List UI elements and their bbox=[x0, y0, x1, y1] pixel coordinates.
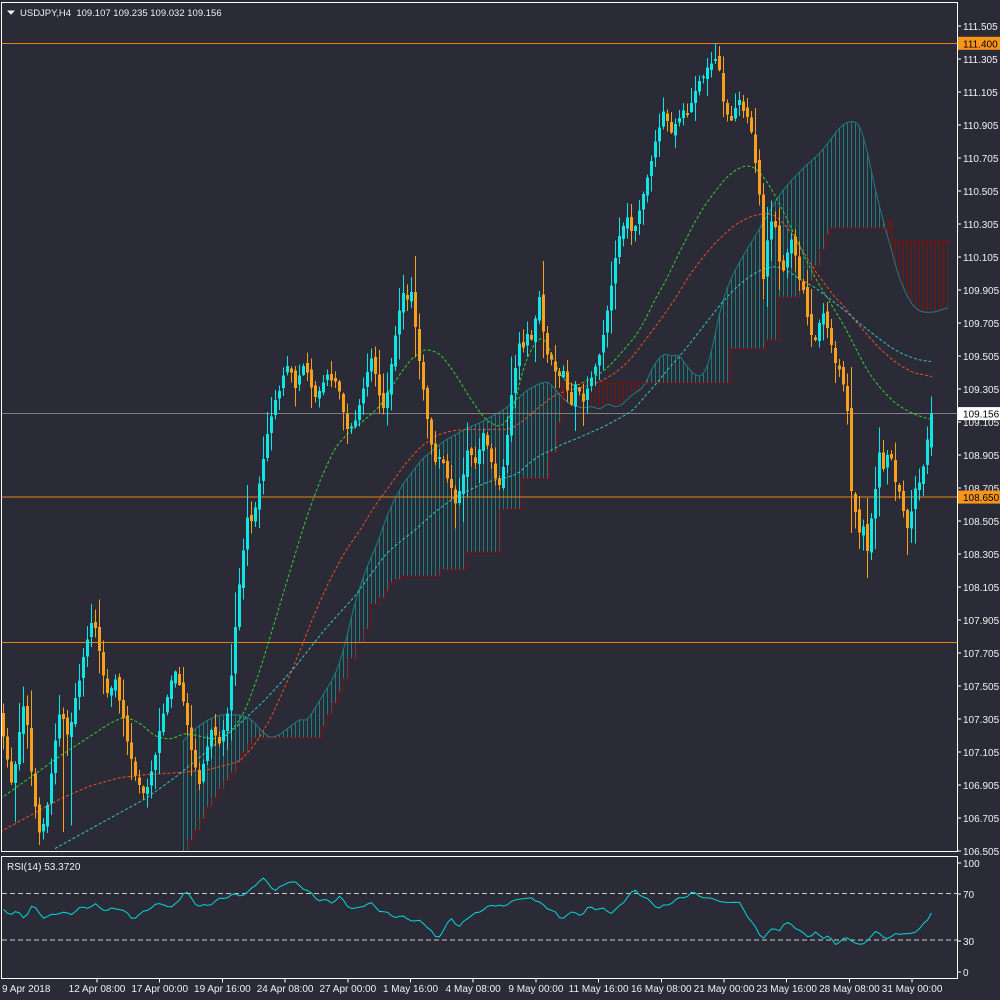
svg-text:RSI(14) 53.3720: RSI(14) 53.3720 bbox=[7, 862, 81, 873]
svg-text:109.305: 109.305 bbox=[963, 385, 1000, 396]
svg-text:12 Apr 08:00: 12 Apr 08:00 bbox=[69, 984, 126, 995]
svg-text:110.305: 110.305 bbox=[963, 220, 999, 231]
svg-text:106.505: 106.505 bbox=[963, 847, 1000, 858]
svg-text:110.505: 110.505 bbox=[963, 187, 999, 198]
svg-text:107.505: 107.505 bbox=[963, 682, 1000, 693]
svg-text:27 Apr 00:00: 27 Apr 00:00 bbox=[319, 984, 376, 995]
svg-text:109.156: 109.156 bbox=[963, 410, 1000, 421]
svg-text:110.705: 110.705 bbox=[963, 154, 999, 165]
svg-text:1 May 16:00: 1 May 16:00 bbox=[383, 984, 438, 995]
svg-text:108.505: 108.505 bbox=[963, 517, 1000, 528]
svg-text:107.105: 107.105 bbox=[963, 748, 1000, 759]
svg-text:17 Apr 00:00: 17 Apr 00:00 bbox=[131, 984, 188, 995]
svg-text:111.105: 111.105 bbox=[963, 88, 998, 99]
svg-text:106.705: 106.705 bbox=[963, 814, 1000, 825]
svg-text:109.705: 109.705 bbox=[963, 319, 1000, 330]
svg-text:4 May 08:00: 4 May 08:00 bbox=[446, 984, 501, 995]
svg-text:9 Apr 2018: 9 Apr 2018 bbox=[2, 984, 51, 995]
svg-text:110.905: 110.905 bbox=[963, 121, 999, 132]
svg-text:108.305: 108.305 bbox=[963, 550, 1000, 561]
svg-text:108.705: 108.705 bbox=[963, 484, 1000, 495]
svg-text:31 May 00:00: 31 May 00:00 bbox=[882, 984, 943, 995]
svg-text:108.905: 108.905 bbox=[963, 451, 1000, 462]
svg-text:0: 0 bbox=[963, 968, 969, 979]
svg-text:30: 30 bbox=[963, 937, 975, 948]
svg-text:21 May 00:00: 21 May 00:00 bbox=[694, 984, 755, 995]
svg-text:109.105: 109.105 bbox=[963, 418, 1000, 429]
svg-text:111.305: 111.305 bbox=[963, 55, 998, 66]
svg-text:28 May 08:00: 28 May 08:00 bbox=[819, 984, 880, 995]
svg-text:107.705: 107.705 bbox=[963, 649, 1000, 660]
svg-text:111.400: 111.400 bbox=[963, 39, 998, 50]
svg-text:109.505: 109.505 bbox=[963, 352, 1000, 363]
svg-text:23 May 16:00: 23 May 16:00 bbox=[756, 984, 817, 995]
svg-text:100: 100 bbox=[963, 859, 980, 870]
svg-text:110.105: 110.105 bbox=[963, 253, 999, 264]
svg-text:19 Apr 16:00: 19 Apr 16:00 bbox=[194, 984, 251, 995]
svg-text:9 May 00:00: 9 May 00:00 bbox=[508, 984, 563, 995]
svg-text:108.650: 108.650 bbox=[963, 493, 1000, 504]
svg-text:109.905: 109.905 bbox=[963, 286, 1000, 297]
svg-text:108.105: 108.105 bbox=[963, 583, 1000, 594]
svg-text:107.305: 107.305 bbox=[963, 715, 1000, 726]
svg-text:24 Apr 08:00: 24 Apr 08:00 bbox=[257, 984, 314, 995]
svg-text:107.905: 107.905 bbox=[963, 616, 1000, 627]
svg-text:11 May 16:00: 11 May 16:00 bbox=[569, 984, 629, 995]
svg-text:70: 70 bbox=[963, 890, 975, 901]
svg-text:106.905: 106.905 bbox=[963, 781, 1000, 792]
svg-text:USDJPY,H4 109.107 109.235 109: USDJPY,H4 109.107 109.235 109.032 109.15… bbox=[20, 8, 222, 19]
svg-text:16 May 08:00: 16 May 08:00 bbox=[631, 984, 692, 995]
svg-text:111.505: 111.505 bbox=[963, 22, 998, 33]
